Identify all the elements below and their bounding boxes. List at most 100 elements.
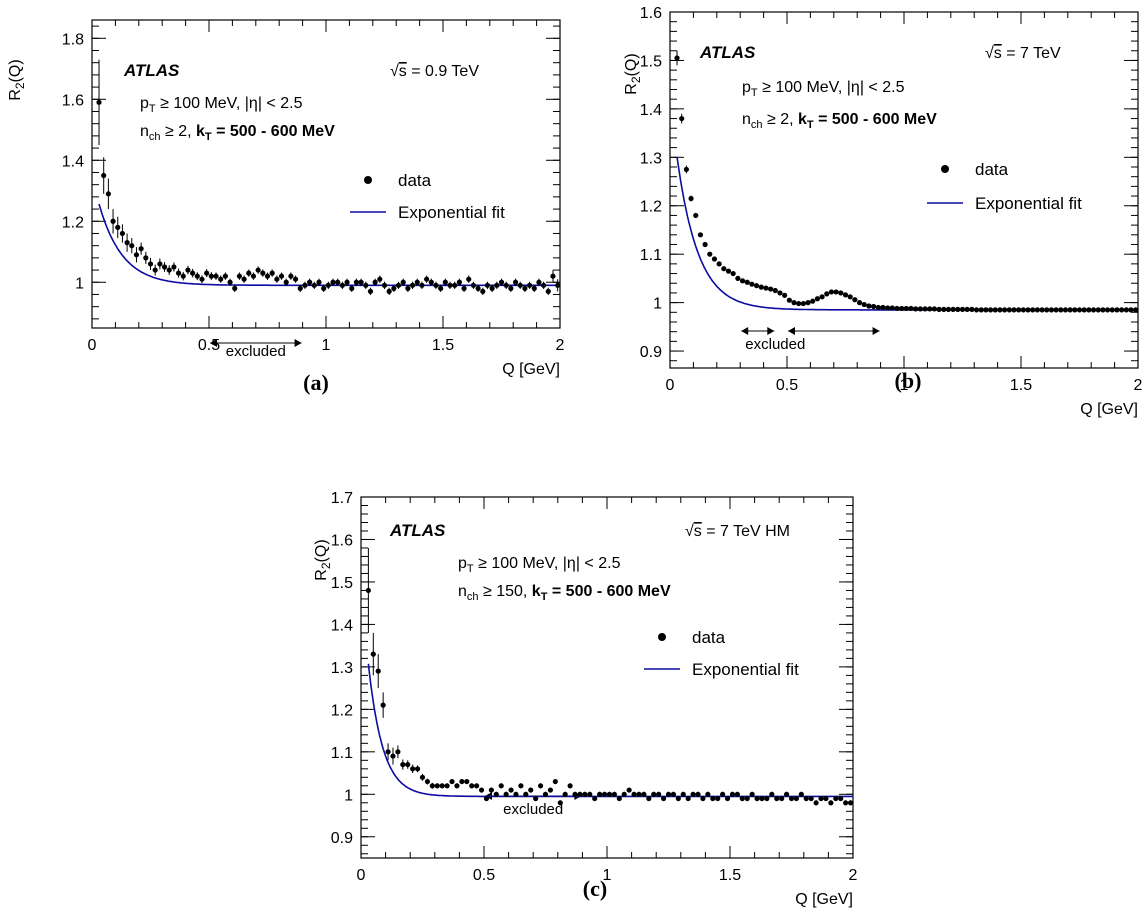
data-point: [353, 279, 360, 285]
data-point: [1020, 307, 1026, 313]
data-point: [772, 287, 778, 294]
data-point: [129, 243, 135, 249]
kt-range: = 500 - 600 MeV: [814, 111, 938, 128]
data-point: [547, 787, 554, 793]
data-point: [439, 783, 445, 789]
data-point: [1128, 307, 1134, 313]
data-point: [779, 795, 785, 802]
data-point: [255, 267, 261, 273]
sqrt-s: s: [994, 45, 1002, 62]
y-axis-title-suffix: (Q): [7, 59, 24, 82]
data-point: [913, 306, 919, 312]
data-point: [749, 281, 755, 287]
data-point: [424, 276, 430, 282]
data-point: [693, 212, 699, 219]
data-point: [381, 282, 388, 288]
data-point: [791, 300, 797, 306]
data-point: [119, 230, 126, 237]
data-point: [498, 783, 504, 789]
data-point: [969, 306, 975, 312]
data-point: [782, 292, 788, 298]
data-point: [297, 285, 303, 291]
sqrt-s: s: [399, 63, 407, 80]
data-point: [665, 791, 672, 797]
data-point: [700, 795, 706, 802]
pt-subscript: T: [149, 103, 156, 115]
data-point: [541, 282, 547, 288]
data-point: [147, 261, 154, 267]
data-point: [660, 795, 667, 802]
data-point: [720, 791, 726, 797]
legend-data-marker: [658, 633, 666, 641]
data-point: [616, 795, 622, 802]
data-point: [438, 285, 444, 291]
data-point: [889, 305, 895, 311]
y-axis-title-suffix: (Q): [623, 53, 640, 76]
data-point: [1034, 307, 1040, 313]
experiment-label: ATLAS: [389, 521, 446, 540]
data-point: [517, 282, 523, 288]
data-point: [587, 791, 593, 797]
data-point: [180, 273, 186, 279]
energy-label: √s = 7 TeV: [985, 45, 1061, 62]
data-point: [494, 282, 500, 288]
data-point: [739, 278, 746, 284]
data-point: [631, 791, 637, 797]
data-point: [1002, 307, 1008, 313]
data-point: [1133, 307, 1139, 313]
data-point: [474, 783, 480, 789]
sqrt-s: s: [694, 523, 702, 540]
x-tick-label: 1.5: [1010, 377, 1032, 394]
legend-data-marker: [364, 176, 372, 184]
data-point: [1011, 307, 1017, 313]
data-point: [786, 297, 792, 303]
data-point: [729, 791, 736, 797]
data-point: [697, 232, 704, 238]
data-point: [730, 270, 736, 277]
data-point: [808, 795, 814, 802]
kt-range: = 500 - 600 MeV: [212, 123, 336, 140]
data-point: [1104, 307, 1111, 313]
data-point: [1058, 307, 1064, 313]
data-point: [1100, 307, 1106, 313]
data-point: [194, 273, 200, 279]
data-point: [454, 783, 460, 789]
data-point: [442, 279, 448, 285]
y-tick-label: 1.5: [640, 53, 662, 70]
x-tick-label: 0: [357, 867, 366, 884]
data-point: [705, 791, 711, 797]
data-point: [190, 270, 196, 276]
data-point: [824, 291, 830, 297]
fit-curve: [676, 156, 1138, 311]
data-point: [246, 270, 252, 276]
data-point: [199, 276, 205, 282]
data-point: [908, 305, 914, 312]
data-point: [685, 795, 691, 802]
data-point: [788, 795, 795, 802]
data-point: [1109, 307, 1115, 313]
nch-subscript: ch: [751, 119, 763, 131]
data-point: [749, 791, 755, 797]
data-point: [208, 273, 214, 279]
sqrt-sign: √: [390, 63, 399, 80]
legend-data-marker: [941, 165, 949, 173]
data-point: [452, 282, 458, 288]
data-point: [552, 778, 558, 785]
nch-subscript: ch: [467, 591, 479, 603]
data-point: [656, 791, 662, 797]
data-point: [866, 303, 872, 309]
data-point: [838, 795, 844, 802]
y-tick-label: 1: [653, 296, 662, 313]
cut-line-2: nch ≥ 2, kT = 500 - 600 MeV: [140, 123, 335, 143]
kt-subscript: T: [205, 131, 212, 143]
data-point: [370, 651, 376, 657]
energy-value: = 7 TeV: [1002, 45, 1061, 62]
data-point: [601, 791, 608, 797]
y-tick-label: 1.6: [62, 92, 84, 109]
data-point: [390, 753, 396, 759]
data-point: [843, 800, 849, 806]
data-point: [562, 791, 568, 797]
sqrt-sign: √: [985, 45, 994, 62]
data-point: [503, 282, 509, 288]
